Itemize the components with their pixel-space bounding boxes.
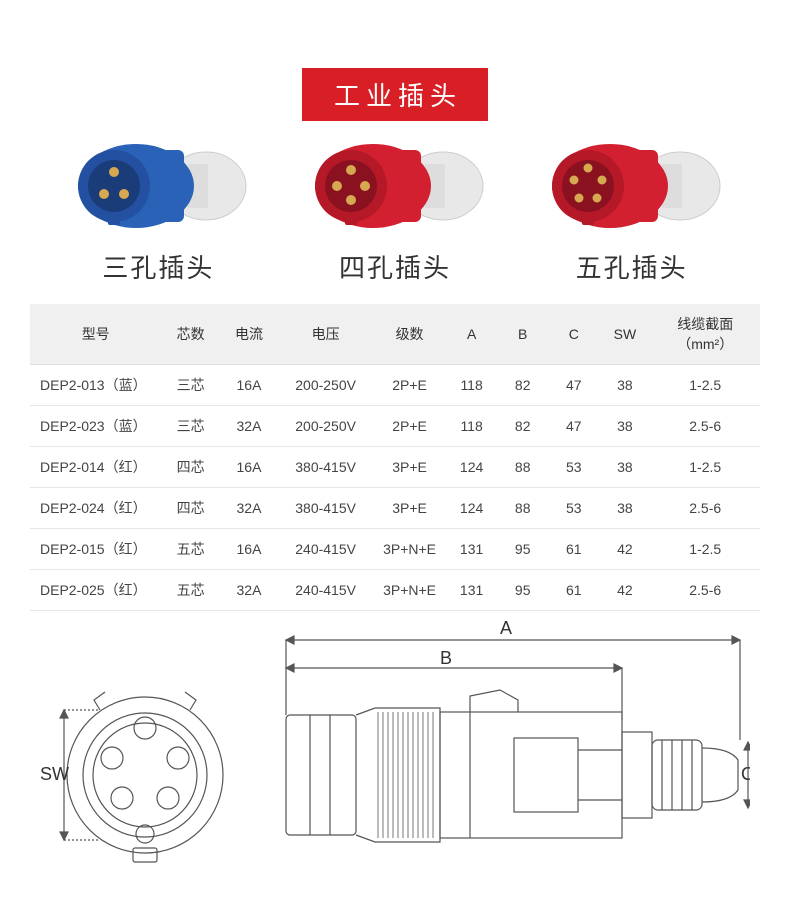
table-cell: 三芯 bbox=[161, 365, 219, 406]
table-cell: 3P+N+E bbox=[373, 570, 446, 611]
table-cell: 16A bbox=[220, 447, 278, 488]
table-cell: 118 bbox=[446, 406, 497, 447]
table-cell: 380-415V bbox=[278, 447, 373, 488]
table-cell: 1-2.5 bbox=[650, 365, 760, 406]
table-cell: 三芯 bbox=[161, 406, 219, 447]
table-row: DEP2-023（蓝）三芯32A200-250V2P+E1188247382.5… bbox=[30, 406, 760, 447]
col-header: B bbox=[497, 304, 548, 365]
table-cell: 38 bbox=[599, 488, 650, 529]
table-cell: 240-415V bbox=[278, 570, 373, 611]
table-cell: DEP2-024（红） bbox=[30, 488, 161, 529]
col-header: 电流 bbox=[220, 304, 278, 365]
table-cell: 200-250V bbox=[278, 365, 373, 406]
table-cell: 1-2.5 bbox=[650, 529, 760, 570]
plugs-row: 三孔插头 四孔插头 bbox=[0, 130, 790, 285]
table-cell: 131 bbox=[446, 570, 497, 611]
plug-col-5: 五孔插头 bbox=[522, 130, 742, 285]
table-cell: 2.5-6 bbox=[650, 488, 760, 529]
col-header: 线缆截面（mm²） bbox=[650, 304, 760, 365]
plug-col-4: 四孔插头 bbox=[285, 130, 505, 285]
table-cell: 61 bbox=[548, 529, 599, 570]
plug-4-label: 四孔插头 bbox=[285, 248, 505, 285]
spec-table: 型号芯数电流电压级数ABCSW线缆截面（mm²） DEP2-013（蓝）三芯16… bbox=[30, 304, 760, 611]
c-label: C bbox=[741, 764, 750, 784]
table-cell: DEP2-023（蓝） bbox=[30, 406, 161, 447]
table-body: DEP2-013（蓝）三芯16A200-250V2P+E1188247381-2… bbox=[30, 365, 760, 611]
table-cell: 3P+N+E bbox=[373, 529, 446, 570]
table-cell: 38 bbox=[599, 406, 650, 447]
table-row: DEP2-015（红）五芯16A240-415V3P+N+E1319561421… bbox=[30, 529, 760, 570]
table-cell: 47 bbox=[548, 365, 599, 406]
col-header: 电压 bbox=[278, 304, 373, 365]
table-cell: 124 bbox=[446, 488, 497, 529]
table-cell: 2P+E bbox=[373, 365, 446, 406]
table-cell: DEP2-025（红） bbox=[30, 570, 161, 611]
table-cell: 42 bbox=[599, 529, 650, 570]
col-header: SW bbox=[599, 304, 650, 365]
col-header: C bbox=[548, 304, 599, 365]
table-cell: 95 bbox=[497, 529, 548, 570]
table-row: DEP2-013（蓝）三芯16A200-250V2P+E1188247381-2… bbox=[30, 365, 760, 406]
table-cell: 38 bbox=[599, 365, 650, 406]
table-cell: 四芯 bbox=[161, 488, 219, 529]
sw-label: SW bbox=[40, 764, 69, 784]
table-cell: 118 bbox=[446, 365, 497, 406]
table-cell: 380-415V bbox=[278, 488, 373, 529]
table-cell: 五芯 bbox=[161, 570, 219, 611]
table-cell: 53 bbox=[548, 488, 599, 529]
table-cell: DEP2-013（蓝） bbox=[30, 365, 161, 406]
dimension-diagram: SW bbox=[40, 620, 750, 870]
table-cell: 五芯 bbox=[161, 529, 219, 570]
table-cell: 2.5-6 bbox=[650, 570, 760, 611]
col-header: 级数 bbox=[373, 304, 446, 365]
table-header: 型号芯数电流电压级数ABCSW线缆截面（mm²） bbox=[30, 304, 760, 365]
table-cell: 53 bbox=[548, 447, 599, 488]
table-cell: 240-415V bbox=[278, 529, 373, 570]
a-label: A bbox=[500, 620, 512, 638]
page-title: 工业插头 bbox=[302, 68, 488, 121]
plug-3-label: 三孔插头 bbox=[48, 248, 268, 285]
table-cell: 82 bbox=[497, 406, 548, 447]
table-cell: 32A bbox=[220, 488, 278, 529]
table-cell: DEP2-015（红） bbox=[30, 529, 161, 570]
table-cell: 88 bbox=[497, 488, 548, 529]
plug-5-label: 五孔插头 bbox=[522, 248, 742, 285]
plug-5-image bbox=[532, 130, 732, 240]
col-header: 芯数 bbox=[161, 304, 219, 365]
table-cell: 3P+E bbox=[373, 447, 446, 488]
table-cell: 95 bbox=[497, 570, 548, 611]
table-cell: 61 bbox=[548, 570, 599, 611]
plug-3-image bbox=[58, 130, 258, 240]
table-cell: 16A bbox=[220, 365, 278, 406]
table-cell: 38 bbox=[599, 447, 650, 488]
col-header: A bbox=[446, 304, 497, 365]
table-row: DEP2-014（红）四芯16A380-415V3P+E1248853381-2… bbox=[30, 447, 760, 488]
table-cell: 32A bbox=[220, 570, 278, 611]
plug-col-3: 三孔插头 bbox=[48, 130, 268, 285]
table-cell: 88 bbox=[497, 447, 548, 488]
table-cell: 32A bbox=[220, 406, 278, 447]
table-row: DEP2-025（红）五芯32A240-415V3P+N+E1319561422… bbox=[30, 570, 760, 611]
table-cell: 131 bbox=[446, 529, 497, 570]
table-cell: 124 bbox=[446, 447, 497, 488]
table-cell: 82 bbox=[497, 365, 548, 406]
table-cell: 2.5-6 bbox=[650, 406, 760, 447]
table-cell: DEP2-014（红） bbox=[30, 447, 161, 488]
table-cell: 47 bbox=[548, 406, 599, 447]
table-cell: 16A bbox=[220, 529, 278, 570]
table-cell: 四芯 bbox=[161, 447, 219, 488]
b-label: B bbox=[440, 648, 452, 668]
table-cell: 200-250V bbox=[278, 406, 373, 447]
table-cell: 1-2.5 bbox=[650, 447, 760, 488]
table-cell: 2P+E bbox=[373, 406, 446, 447]
table-cell: 42 bbox=[599, 570, 650, 611]
plug-4-image bbox=[295, 130, 495, 240]
col-header: 型号 bbox=[30, 304, 161, 365]
table-cell: 3P+E bbox=[373, 488, 446, 529]
table-row: DEP2-024（红）四芯32A380-415V3P+E1248853382.5… bbox=[30, 488, 760, 529]
